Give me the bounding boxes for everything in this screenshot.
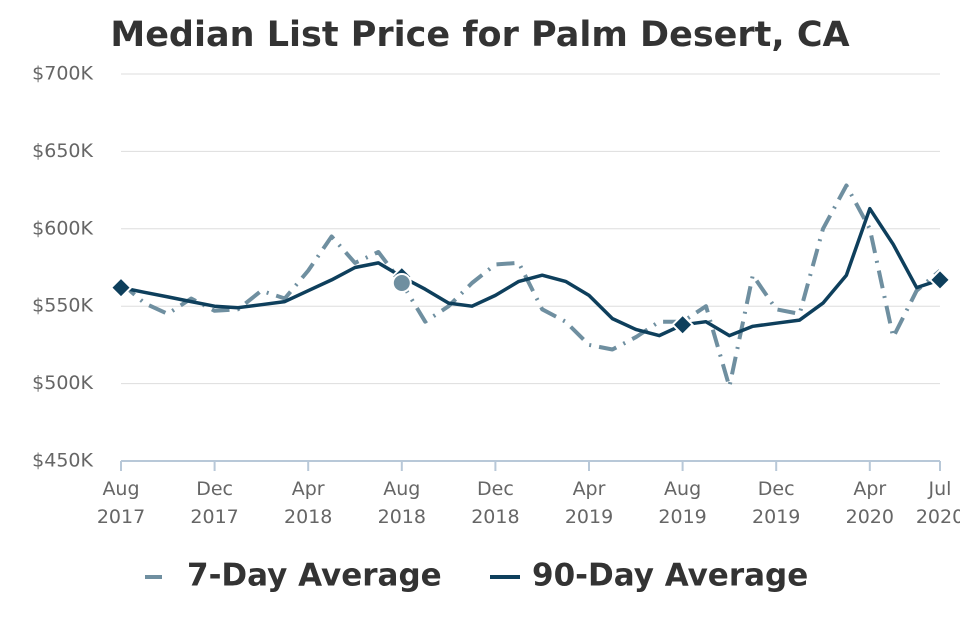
point-marker [671,313,694,337]
y-tick-label: $450K [32,450,93,472]
x-tick-label: Dec 2017 [190,478,238,528]
x-tick-label: Aug 2018 [378,478,426,528]
legend-label: 90-Day Average [532,558,808,594]
y-tick-label: $700K [32,63,93,85]
x-tick-label: Aug 2017 [97,478,145,528]
x-tick-label: Apr 2020 [846,478,894,528]
x-tick-label: Dec 2018 [471,478,519,528]
x-tick-label: Apr 2018 [284,478,332,528]
x-tick-label: Aug 2019 [658,478,706,528]
legend-label: 7-Day Average [187,558,442,594]
y-tick-label: $600K [32,217,93,239]
hover-marker [391,272,412,293]
x-tick-label: Dec 2019 [752,478,800,528]
series-line [119,183,942,389]
x-tick-label: Apr 2019 [565,478,613,528]
x-tick-label: Jul 2020 [916,478,960,528]
point-marker [928,268,952,292]
series-line [120,206,941,338]
chart-title: Median List Price for Palm Desert, CA [110,15,849,55]
y-tick-label: $650K [32,140,93,162]
y-tick-label: $500K [32,372,93,394]
y-tick-label: $550K [32,295,93,317]
point-marker [109,276,133,299]
